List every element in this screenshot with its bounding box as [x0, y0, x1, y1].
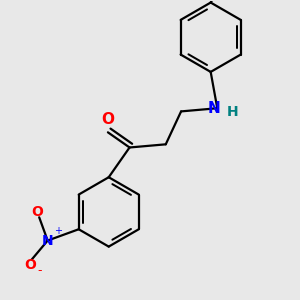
Text: -: - — [38, 264, 42, 277]
Text: N: N — [42, 234, 53, 248]
Text: N: N — [208, 101, 220, 116]
Text: O: O — [24, 258, 36, 272]
Text: H: H — [226, 104, 238, 118]
Text: O: O — [32, 205, 44, 219]
Text: +: + — [54, 226, 61, 236]
Text: O: O — [101, 112, 114, 127]
